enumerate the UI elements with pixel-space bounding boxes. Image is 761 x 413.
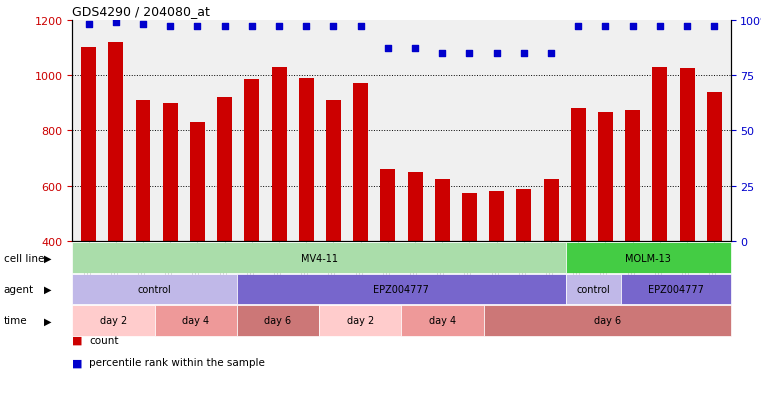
Text: EPZ004777: EPZ004777 xyxy=(374,284,429,294)
Point xyxy=(300,24,312,31)
Text: ▶: ▶ xyxy=(44,316,52,326)
Bar xyxy=(625,110,640,242)
Bar xyxy=(652,68,667,242)
Bar xyxy=(81,48,96,242)
Point xyxy=(409,46,421,53)
Point xyxy=(463,50,476,57)
Text: day 6: day 6 xyxy=(264,316,291,326)
Point xyxy=(436,50,448,57)
Bar xyxy=(326,101,341,242)
Text: day 2: day 2 xyxy=(347,316,374,326)
Bar xyxy=(707,93,721,242)
Point xyxy=(545,50,557,57)
Point xyxy=(572,24,584,31)
Point xyxy=(491,50,503,57)
Text: EPZ004777: EPZ004777 xyxy=(648,284,704,294)
Point xyxy=(164,24,177,31)
Point xyxy=(626,24,638,31)
Text: agent: agent xyxy=(4,284,34,294)
Point xyxy=(246,24,258,31)
Bar xyxy=(237,306,319,336)
Text: ▶: ▶ xyxy=(44,284,52,294)
Text: MOLM-13: MOLM-13 xyxy=(626,253,671,263)
Bar xyxy=(72,274,237,304)
Bar xyxy=(680,69,695,242)
Bar xyxy=(163,104,178,242)
Bar xyxy=(408,173,422,242)
Point xyxy=(600,24,612,31)
Bar xyxy=(237,274,566,304)
Text: day 6: day 6 xyxy=(594,316,621,326)
Point xyxy=(382,46,394,53)
Bar xyxy=(353,84,368,242)
Point xyxy=(708,24,721,31)
Bar xyxy=(402,306,484,336)
Bar xyxy=(598,113,613,242)
Bar xyxy=(135,101,151,242)
Text: count: count xyxy=(89,335,119,345)
Text: time: time xyxy=(4,316,27,326)
Bar xyxy=(154,306,237,336)
Point xyxy=(517,50,530,57)
Bar xyxy=(108,43,123,242)
Text: ▶: ▶ xyxy=(44,253,52,263)
Text: cell line: cell line xyxy=(4,253,44,263)
Bar xyxy=(299,78,314,242)
Bar xyxy=(380,170,395,242)
Text: ■: ■ xyxy=(72,358,83,368)
Bar xyxy=(217,98,232,242)
Bar xyxy=(484,306,731,336)
Bar xyxy=(621,274,731,304)
Bar xyxy=(72,306,154,336)
Bar xyxy=(489,192,504,242)
Text: control: control xyxy=(138,284,171,294)
Bar xyxy=(272,68,286,242)
Point xyxy=(191,24,203,31)
Bar xyxy=(462,193,477,242)
Bar xyxy=(72,243,566,273)
Bar xyxy=(244,80,260,242)
Point xyxy=(355,24,367,31)
Point xyxy=(218,24,231,31)
Bar xyxy=(566,243,731,273)
Text: day 2: day 2 xyxy=(100,316,127,326)
Point xyxy=(654,24,666,31)
Text: day 4: day 4 xyxy=(429,316,456,326)
Text: control: control xyxy=(577,284,610,294)
Text: day 4: day 4 xyxy=(182,316,209,326)
Point xyxy=(273,24,285,31)
Point xyxy=(681,24,693,31)
Point xyxy=(137,22,149,28)
Text: ■: ■ xyxy=(72,335,83,345)
Bar xyxy=(571,109,586,242)
Text: MV4-11: MV4-11 xyxy=(301,253,338,263)
Point xyxy=(110,19,122,26)
Bar xyxy=(435,180,450,242)
Bar xyxy=(190,123,205,242)
Bar xyxy=(566,274,621,304)
Text: GDS4290 / 204080_at: GDS4290 / 204080_at xyxy=(72,5,210,18)
Bar xyxy=(517,189,531,242)
Bar xyxy=(319,306,402,336)
Bar xyxy=(543,180,559,242)
Point xyxy=(82,22,94,28)
Point xyxy=(327,24,339,31)
Text: percentile rank within the sample: percentile rank within the sample xyxy=(89,358,265,368)
